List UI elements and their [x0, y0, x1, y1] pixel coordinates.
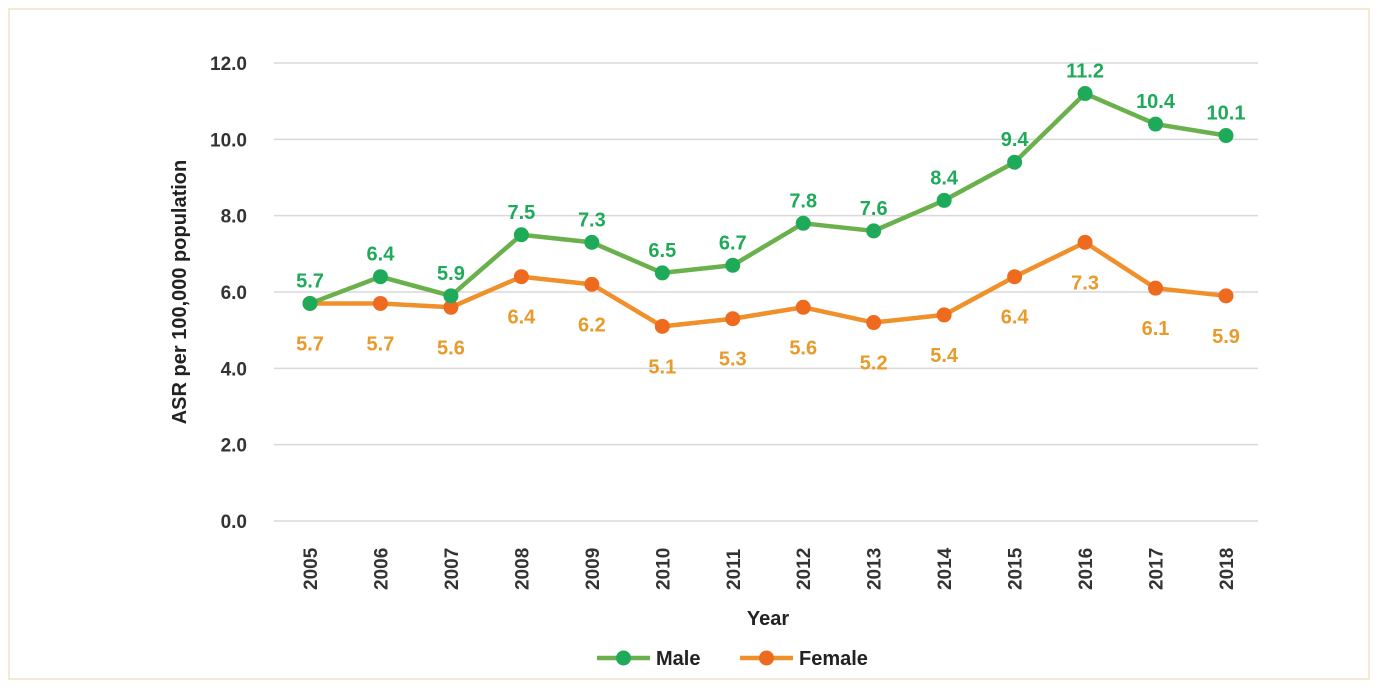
legend-swatch-marker — [616, 650, 631, 666]
legend-swatch-marker — [759, 650, 774, 666]
male-point — [795, 215, 811, 231]
female-point — [725, 311, 741, 327]
female-data-label: 5.9 — [1212, 326, 1240, 348]
male-data-label: 6.5 — [648, 240, 676, 262]
female-data-label: 5.2 — [860, 353, 888, 375]
male-line — [307, 91, 1229, 306]
x-tick-label: 2016 — [1076, 548, 1097, 590]
female-data-label: 5.7 — [367, 333, 395, 355]
female-point — [513, 269, 529, 285]
x-tick-label: 2010 — [653, 548, 674, 590]
series-female — [302, 234, 1234, 334]
y-tick-label: 12.0 — [210, 54, 247, 75]
y-axis-title: ASR per 100,000 population — [169, 160, 191, 425]
y-tick-label: 8.0 — [221, 207, 247, 228]
legend-label: Female — [799, 648, 868, 670]
x-tick-label: 2011 — [724, 548, 745, 590]
y-axis-ticks: 0.0 2.0 4.0 6.0 8.0 10.0 12.0 — [210, 54, 247, 533]
x-axis-title: Year — [747, 608, 789, 630]
female-line — [307, 240, 1229, 329]
x-tick-label: 2006 — [371, 548, 392, 590]
x-tick-label: 2018 — [1217, 548, 1238, 590]
female-data-label: 6.2 — [578, 314, 606, 336]
female-data-label: 5.3 — [719, 349, 747, 371]
male-point — [513, 227, 529, 243]
male-data-label: 10.1 — [1207, 103, 1246, 125]
legend-label: Male — [656, 648, 700, 670]
chart-frame: 0.0 2.0 4.0 6.0 8.0 10.0 12.0 2005 2006 2007 2008… — [8, 8, 1370, 680]
y-tick-label: 10.0 — [210, 130, 247, 151]
series-group — [302, 86, 1234, 334]
male-point — [443, 288, 459, 304]
legend-item-female: Female — [740, 648, 868, 670]
male-data-label: 5.9 — [437, 263, 465, 285]
data-labels: 5.7 6.4 5.9 7.5 7.3 6.5 6.7 7.8 7.6 8.4 9.4 11.2 10.… — [296, 61, 1245, 379]
male-data-label: 7.8 — [789, 190, 817, 212]
legend: Male Female — [597, 648, 868, 670]
male-data-label: 6.7 — [719, 232, 747, 254]
female-data-label: 5.6 — [437, 337, 465, 359]
x-tick-label: 2008 — [512, 548, 533, 590]
male-data-label: 10.4 — [1136, 91, 1176, 113]
x-axis-ticks: 2005 2006 2007 2008 2009 2010 2011 2012 2013 2014… — [301, 547, 1238, 590]
x-tick-label: 2017 — [1147, 548, 1168, 590]
gridlines — [274, 62, 1258, 522]
y-tick-label: 0.0 — [221, 512, 247, 533]
y-tick-label: 4.0 — [221, 359, 247, 380]
female-point — [654, 318, 670, 334]
female-data-label: 6.1 — [1142, 318, 1170, 340]
x-tick-label: 2005 — [301, 547, 322, 590]
y-tick-label: 6.0 — [221, 283, 247, 304]
x-tick-label: 2015 — [1006, 547, 1027, 590]
female-point — [443, 299, 459, 315]
male-data-label: 7.3 — [578, 209, 606, 231]
male-point — [1218, 128, 1234, 144]
male-data-label: 5.7 — [296, 270, 324, 292]
female-point — [372, 295, 388, 311]
female-point — [1077, 234, 1093, 250]
male-data-label: 9.4 — [1001, 129, 1030, 151]
male-point — [866, 223, 882, 239]
male-point — [936, 192, 952, 208]
female-data-label: 5.6 — [789, 337, 817, 359]
male-data-label: 8.4 — [930, 167, 959, 189]
female-point — [795, 299, 811, 315]
male-point — [1007, 154, 1023, 170]
male-data-label: 6.4 — [367, 244, 396, 266]
female-point — [584, 276, 600, 292]
female-point — [1218, 288, 1234, 304]
female-data-label: 6.4 — [507, 307, 536, 329]
legend-item-male: Male — [597, 648, 700, 670]
series-male — [302, 86, 1234, 311]
female-point — [866, 315, 882, 331]
female-data-label: 5.1 — [648, 356, 676, 378]
male-point — [302, 295, 318, 311]
male-data-label: 7.5 — [507, 202, 535, 224]
male-point — [654, 265, 670, 281]
x-tick-label: 2007 — [442, 548, 463, 590]
x-tick-label: 2012 — [794, 548, 815, 590]
x-tick-label: 2014 — [935, 547, 956, 590]
female-point — [936, 307, 952, 323]
male-point — [584, 234, 600, 250]
male-point — [1148, 116, 1164, 132]
y-tick-label: 2.0 — [221, 436, 247, 457]
male-data-label: 11.2 — [1066, 61, 1104, 83]
line-chart: 0.0 2.0 4.0 6.0 8.0 10.0 12.0 2005 2006 2007 2008… — [169, 54, 1258, 670]
female-data-label: 5.7 — [296, 333, 324, 355]
male-point — [725, 257, 741, 273]
female-data-label: 5.4 — [930, 345, 959, 367]
x-tick-label: 2009 — [583, 548, 604, 590]
x-tick-label: 2013 — [865, 548, 886, 590]
female-point — [1007, 269, 1023, 285]
female-point — [1148, 280, 1164, 296]
female-data-label: 6.4 — [1001, 307, 1030, 329]
female-data-label: 7.3 — [1071, 272, 1099, 294]
male-data-label: 7.6 — [860, 198, 888, 220]
male-point — [1077, 86, 1093, 102]
male-point — [372, 269, 388, 285]
